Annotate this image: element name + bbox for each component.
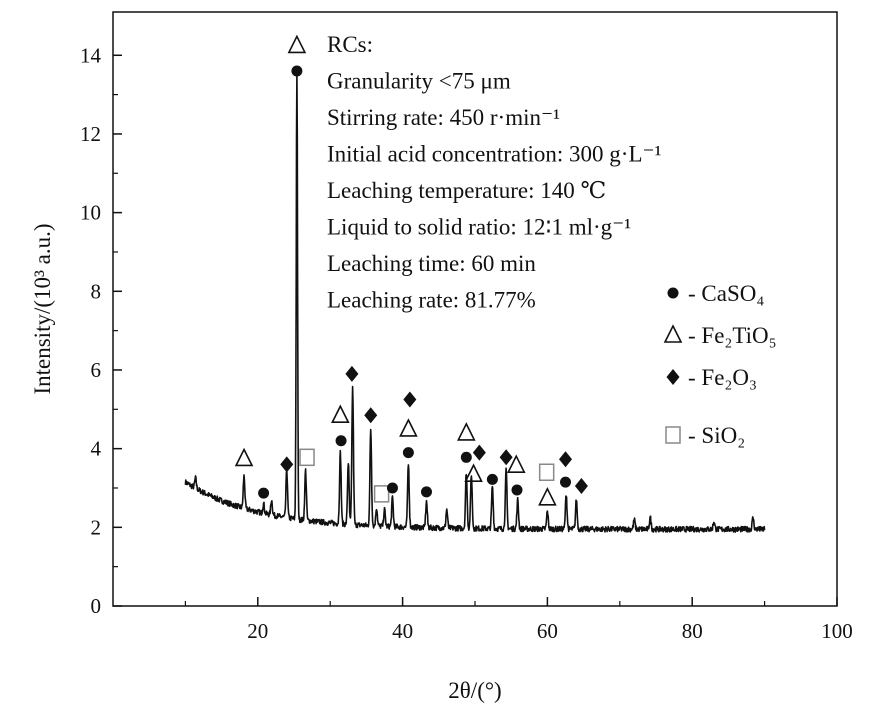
diamond-marker (345, 365, 359, 382)
legend-diamond-icon (666, 369, 680, 385)
diamond-marker (472, 444, 486, 461)
circle-marker (386, 482, 398, 494)
circle-marker (486, 473, 498, 485)
circle-marker (560, 476, 571, 488)
y-tick-label: 6 (91, 358, 102, 382)
y-tick-label: 8 (91, 279, 102, 303)
circle-marker (460, 451, 472, 463)
triangle-marker (287, 34, 307, 54)
y-tick-label: 0 (91, 594, 102, 618)
annotation-line: Leaching rate: 81.77% (327, 288, 536, 313)
diamond-marker (559, 451, 572, 468)
circle-marker (420, 486, 432, 498)
legend-label: - Fe₂O₃ (688, 365, 757, 390)
annotation-line: Stirring rate: 450 r·min⁻¹ (327, 105, 560, 130)
legend-label: - Fe₂TiO₅ (688, 323, 777, 348)
xrd-line (184, 71, 766, 533)
triangle-marker (538, 487, 557, 506)
y-tick-label: 14 (80, 43, 102, 67)
triangle-marker (399, 418, 418, 437)
triangle-marker (331, 404, 350, 424)
x-tick-label: 40 (392, 619, 413, 643)
x-tick-label: 20 (247, 619, 268, 643)
annotation-line: Leaching temperature: 140 ℃ (327, 178, 606, 203)
circle-marker (291, 65, 303, 77)
square-marker (538, 463, 555, 482)
triangle-marker (464, 463, 483, 483)
triangle-marker (506, 454, 526, 473)
circle-marker (402, 447, 414, 459)
annotation-line: Granularity <75 μm (327, 69, 511, 94)
x-tick-label: 100 (821, 619, 853, 643)
annotation-line: RCs: (327, 32, 373, 57)
diamond-marker (280, 456, 294, 473)
legend-label: - CaSO₄ (688, 281, 764, 306)
circle-marker (258, 487, 270, 499)
y-tick-label: 4 (91, 437, 102, 461)
legend-circle-icon (667, 287, 679, 299)
diamond-marker (574, 478, 588, 495)
annotation-line: Leaching time: 60 min (327, 251, 536, 276)
y-tick-label: 12 (80, 122, 101, 146)
diamond-marker (364, 407, 378, 424)
y-tick-label: 10 (80, 201, 101, 225)
square-marker (299, 448, 315, 467)
x-tick-label: 80 (682, 619, 703, 643)
annotation-line: Liquid to solid ratio: 12∶1 ml·g⁻¹ (327, 215, 631, 240)
square-marker (373, 485, 390, 503)
circle-marker (335, 435, 347, 447)
legend-square-icon (665, 426, 681, 444)
annotation-line: Initial acid concentration: 300 g·L⁻¹ (327, 142, 662, 167)
diamond-marker (403, 391, 417, 408)
y-tick-label: 2 (91, 515, 102, 539)
triangle-marker (234, 447, 254, 467)
y-axis-title: Intensity/(10³ a.u.) (30, 223, 55, 394)
legend-label: - SiO₂ (688, 423, 745, 448)
x-tick-label: 60 (537, 619, 558, 643)
circle-marker (511, 484, 523, 496)
x-axis-title: 2θ/(°) (448, 678, 501, 703)
legend-triangle-icon (663, 324, 683, 343)
triangle-marker (457, 422, 476, 441)
diamond-marker (499, 449, 513, 466)
